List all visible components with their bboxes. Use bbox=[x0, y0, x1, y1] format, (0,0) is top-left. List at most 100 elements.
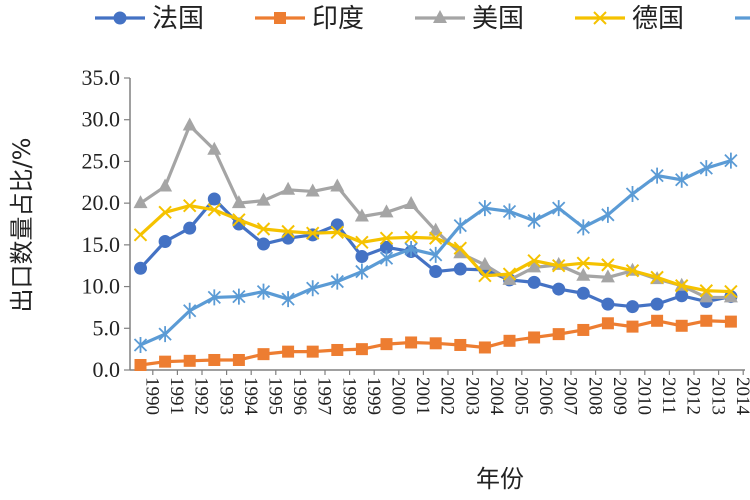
data-point bbox=[700, 314, 713, 327]
data-point bbox=[183, 221, 197, 235]
data-point bbox=[502, 271, 517, 285]
x-tick-label: 1999 bbox=[363, 377, 384, 415]
data-point bbox=[281, 231, 295, 245]
x-tick-label: 2005 bbox=[511, 377, 532, 415]
data-point bbox=[133, 195, 148, 209]
data-point bbox=[724, 152, 738, 169]
data-point bbox=[453, 217, 467, 234]
x-tick-label: 2011 bbox=[658, 377, 679, 414]
data-point bbox=[576, 267, 591, 281]
data-point bbox=[724, 284, 738, 299]
data-point bbox=[477, 256, 492, 270]
data-point bbox=[379, 250, 394, 267]
data-point bbox=[306, 228, 320, 242]
data-point bbox=[723, 289, 738, 303]
data-point bbox=[232, 353, 245, 366]
data-point bbox=[675, 319, 688, 332]
x-tick-label: 1994 bbox=[240, 377, 261, 416]
data-point bbox=[379, 204, 394, 218]
data-point bbox=[527, 254, 541, 268]
data-point bbox=[134, 358, 147, 371]
data-point bbox=[625, 185, 640, 202]
x-tick-label: 1997 bbox=[314, 377, 335, 415]
data-point bbox=[405, 336, 418, 349]
data-point bbox=[428, 222, 443, 236]
y-tick-label: 15.0 bbox=[82, 232, 121, 257]
x-tick-label: 2013 bbox=[707, 377, 728, 415]
y-tick-label: 10.0 bbox=[82, 274, 121, 299]
data-point bbox=[576, 256, 591, 270]
data-point bbox=[502, 267, 517, 281]
data-point bbox=[380, 338, 393, 351]
data-point bbox=[478, 341, 491, 354]
axes: 0.05.010.015.020.025.030.035.0 1990 1991 1… bbox=[8, 65, 750, 493]
legend-item: 德国 bbox=[575, 4, 684, 34]
data-point bbox=[601, 297, 615, 311]
data-point bbox=[601, 258, 615, 272]
data-point bbox=[478, 200, 492, 217]
data-point bbox=[651, 314, 664, 327]
x-tick-label: 1990 bbox=[142, 377, 163, 415]
x-tick-label: 2006 bbox=[535, 377, 556, 415]
data-point bbox=[208, 353, 221, 366]
data-point bbox=[552, 282, 566, 296]
x-tick-label: 2001 bbox=[412, 377, 433, 415]
data-point bbox=[281, 224, 295, 239]
legend-label: 法国 bbox=[152, 4, 204, 34]
y-tick-label: 20.0 bbox=[82, 190, 121, 215]
data-point bbox=[724, 315, 737, 328]
legend-marker bbox=[113, 11, 127, 25]
data-point bbox=[207, 289, 221, 306]
legend: 法国 印度 美国 德国 bbox=[95, 4, 750, 34]
x-tick-label: 1992 bbox=[191, 377, 212, 415]
data-point bbox=[355, 250, 369, 264]
data-point bbox=[159, 355, 172, 368]
data-point bbox=[600, 269, 615, 283]
data-point bbox=[650, 270, 664, 285]
data-point bbox=[305, 226, 320, 240]
data-point bbox=[675, 171, 689, 188]
data-point bbox=[257, 348, 270, 361]
data-point bbox=[256, 283, 271, 300]
legend-label: 美国 bbox=[472, 4, 524, 34]
data-point bbox=[281, 181, 296, 195]
legend-label: 德国 bbox=[632, 4, 684, 34]
data-point bbox=[404, 241, 418, 258]
x-tick-label: 2012 bbox=[683, 377, 704, 415]
data-point bbox=[626, 320, 639, 333]
x-tick-label: 1991 bbox=[166, 377, 187, 415]
data-point bbox=[305, 183, 320, 197]
legend-item bbox=[735, 16, 750, 20]
data-point bbox=[527, 275, 541, 289]
data-point bbox=[232, 213, 246, 227]
data-point bbox=[231, 195, 246, 209]
legend-marker bbox=[433, 10, 447, 23]
x-tick-label: 2008 bbox=[584, 377, 605, 415]
data-point bbox=[601, 317, 614, 330]
data-point bbox=[528, 331, 541, 344]
data-point bbox=[158, 235, 172, 249]
data-point bbox=[650, 167, 664, 184]
x-tick-label: 2003 bbox=[461, 377, 482, 415]
data-point bbox=[355, 235, 369, 250]
data-point bbox=[282, 345, 295, 358]
data-point bbox=[331, 343, 344, 356]
x-tick-label: 2014 bbox=[732, 377, 750, 416]
data-point bbox=[158, 205, 172, 220]
data-point bbox=[650, 297, 664, 311]
legend-label: 印度 bbox=[312, 4, 364, 34]
data-point bbox=[552, 200, 566, 217]
data-point bbox=[429, 337, 442, 350]
legend-item: 法国 bbox=[95, 4, 204, 34]
data-point bbox=[134, 261, 147, 275]
x-tick-labels: 1990 1991 1992 1993 1994 1995 1996 1997 1998 1999… bbox=[142, 377, 750, 416]
x-tick-label: 1996 bbox=[289, 377, 310, 415]
data-point bbox=[601, 206, 615, 223]
data-point bbox=[527, 259, 542, 273]
series-layer bbox=[133, 117, 738, 371]
y-tick-label: 0.0 bbox=[93, 357, 121, 382]
data-point bbox=[453, 241, 468, 255]
data-point bbox=[576, 286, 590, 300]
